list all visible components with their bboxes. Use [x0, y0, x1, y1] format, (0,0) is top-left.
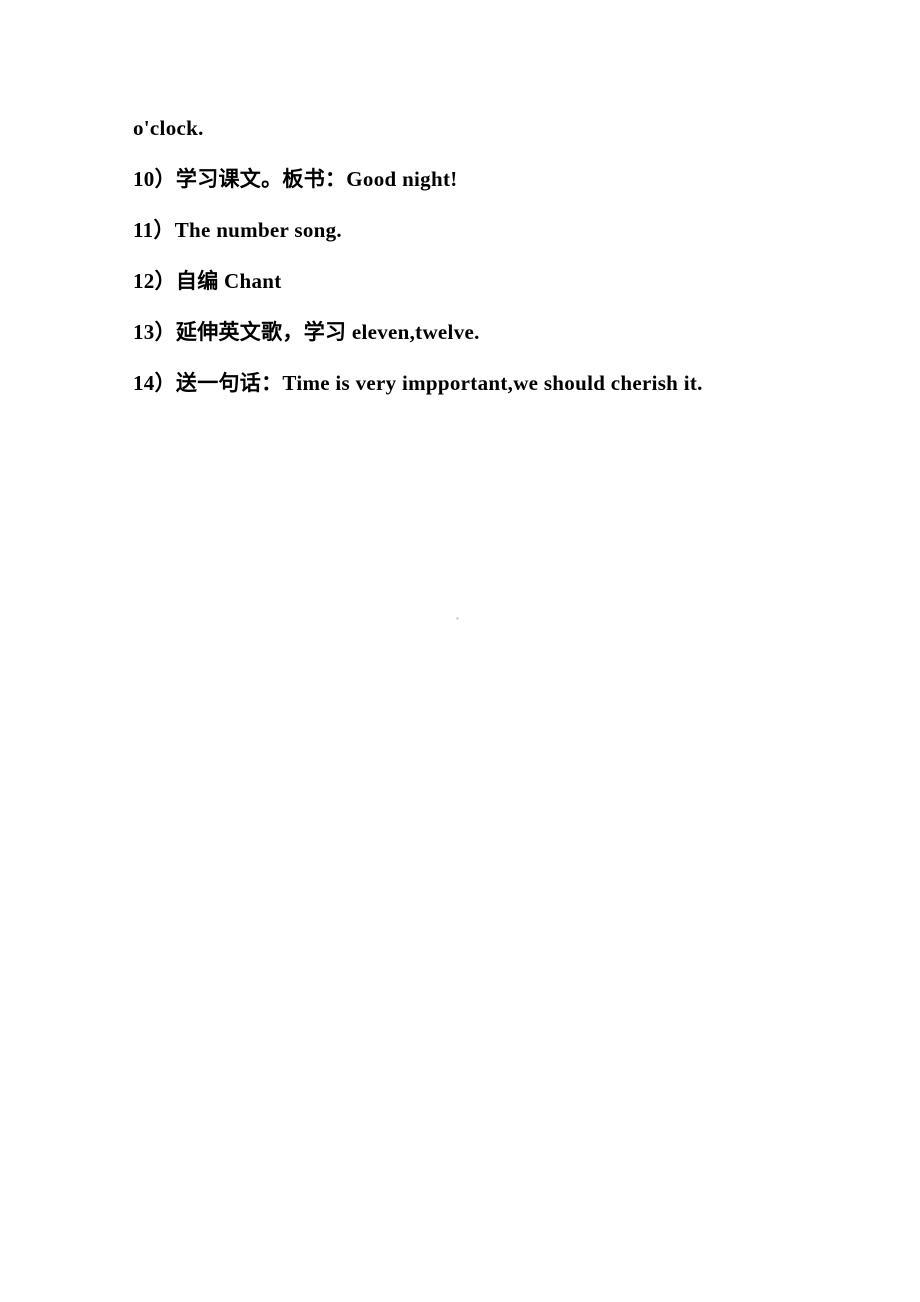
text-line: 12）自编 Chant [133, 271, 820, 292]
text-line: o'clock. [133, 118, 820, 139]
watermark-dot: ▪ [456, 615, 464, 623]
document-content: o'clock. 10）学习课文。板书：Good night! 11）The n… [0, 0, 920, 394]
text-line: 13）延伸英文歌，学习 eleven,twelve. [133, 322, 820, 343]
text-line: 11）The number song. [133, 220, 820, 241]
text-line: 10）学习课文。板书：Good night! [133, 169, 820, 190]
text-line: 14）送一句话：Time is very impportant,we shoul… [133, 373, 820, 394]
